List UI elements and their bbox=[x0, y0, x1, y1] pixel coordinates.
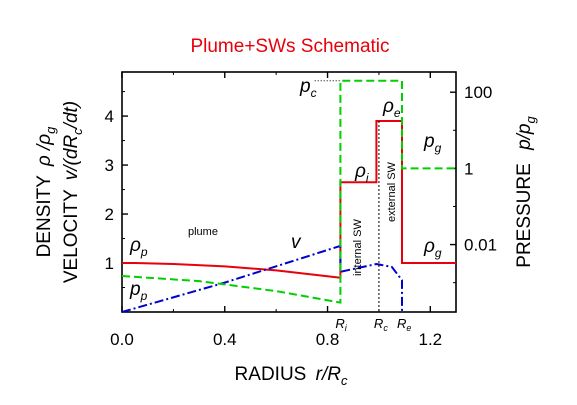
axis-ticks: 0.0 0.4 0.8 1.2 1 2 3 4 100 1 0.01 bbox=[105, 72, 497, 349]
x-tick-label: 0.8 bbox=[316, 330, 340, 349]
series-velocity-line bbox=[121, 244, 403, 313]
label-p-c: pc bbox=[299, 76, 317, 100]
y-tick-label-left: 2 bbox=[105, 205, 114, 224]
y-tick-label-right: 0.01 bbox=[464, 236, 497, 255]
y-tick-label-right: 1 bbox=[464, 159, 473, 178]
plot-frame bbox=[121, 71, 457, 313]
marker-label-i: Ri bbox=[335, 316, 347, 333]
y-axis-label-left-velocity: VELOCITY v/(dRc/dt) bbox=[61, 101, 85, 283]
label-external-sw: external SW bbox=[386, 161, 398, 222]
x-axis-label: RADIUS r/Rc bbox=[235, 364, 348, 388]
y-tick-label-right: 100 bbox=[464, 83, 492, 102]
label-rho-p: ρp bbox=[129, 235, 148, 259]
marker-label-c: Rc bbox=[374, 316, 388, 333]
x-tick-label: 0.4 bbox=[213, 330, 237, 349]
series-density-line bbox=[122, 120, 456, 279]
marker-layer: Ri Rc Re bbox=[335, 120, 411, 333]
y-tick-label-left: 4 bbox=[105, 107, 114, 126]
label-rho-g: ρg bbox=[423, 236, 442, 260]
series-pressure-line bbox=[121, 79, 456, 304]
y-axis-label-right: PRESSURE p/pg bbox=[514, 116, 538, 268]
y-tick-label-left: 3 bbox=[105, 156, 114, 175]
label-v: v bbox=[291, 232, 302, 253]
marker-label-e: Re bbox=[397, 316, 411, 333]
label-plume: plume bbox=[188, 226, 218, 238]
label-rho-i: ρi bbox=[354, 161, 369, 185]
y-tick-label-left: 1 bbox=[105, 254, 114, 273]
annotations: ρp pp pc ρe ρi pg ρg v bbox=[129, 76, 442, 303]
series-layer bbox=[121, 79, 456, 313]
x-tick-label: 0.0 bbox=[110, 330, 134, 349]
label-internal-sw: internal SW bbox=[352, 219, 364, 276]
label-p-g: pg bbox=[423, 131, 442, 155]
label-p-p: pp bbox=[129, 279, 148, 303]
x-tick-label: 1.2 bbox=[418, 330, 442, 349]
y-axis-label-left-density: DENSITY ρ /ρg bbox=[34, 126, 58, 258]
chart-title: Plume+SWs Schematic bbox=[190, 36, 389, 57]
label-rho-e: ρe bbox=[382, 96, 401, 120]
